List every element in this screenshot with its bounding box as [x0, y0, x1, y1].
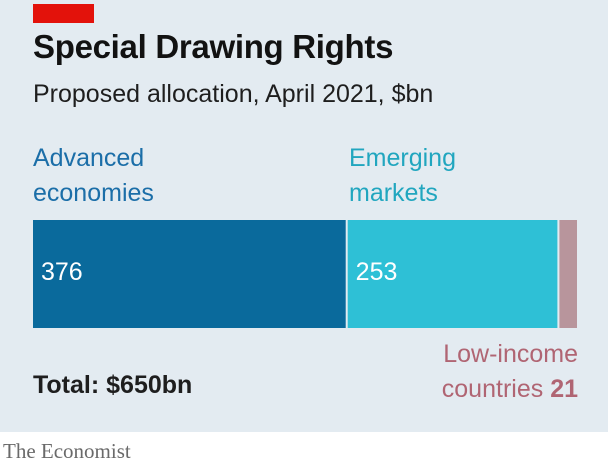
total-label: Total: $650bn [33, 371, 193, 399]
bar-value-emerging: 253 [355, 258, 398, 286]
source-credit: The Economist [3, 439, 131, 463]
low-income-value: 21 [550, 375, 578, 403]
low-income-name: Low-income countries [441, 340, 578, 403]
chart-title: Special Drawing Rights [33, 28, 394, 65]
category-label-emerging: Emerging markets [349, 144, 456, 207]
bar-value-advanced: 376 [41, 258, 83, 286]
brand-red-tag [33, 4, 94, 23]
chart-subtitle: Proposed allocation, April 2021, $bn [33, 80, 434, 108]
chart-panel [0, 0, 608, 432]
stacked-bar-chart [33, 220, 577, 328]
category-label-advanced: Advanced economies [33, 144, 154, 207]
bar-emerging [347, 220, 558, 328]
bar-advanced [33, 220, 346, 328]
bar-low-income [559, 220, 577, 328]
category-label-low-income: Low-income countries 21 [338, 337, 578, 407]
